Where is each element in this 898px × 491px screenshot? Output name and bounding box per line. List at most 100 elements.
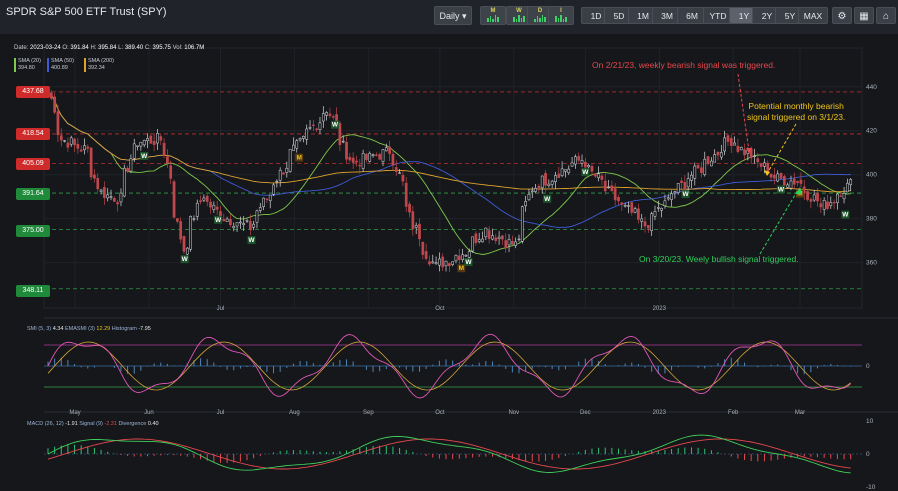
candle-body xyxy=(401,174,405,182)
sma200-value: 392.34 xyxy=(88,65,105,71)
candle-body xyxy=(637,208,640,220)
candle-body xyxy=(447,263,451,267)
month-tick-label: Mar xyxy=(795,410,805,416)
intraday-signal-button[interactable]: I xyxy=(548,6,574,25)
period-3m-button[interactable]: 3M xyxy=(652,7,682,24)
candle-body xyxy=(494,237,498,241)
candle-body xyxy=(179,221,183,240)
candle-body xyxy=(438,258,441,266)
candle-body xyxy=(514,241,518,246)
y-tick-label: 380 xyxy=(866,216,877,223)
candle-body xyxy=(428,261,431,265)
candle-body xyxy=(331,116,335,118)
signal-label: M xyxy=(459,265,464,272)
candle-body xyxy=(680,180,683,184)
candle-body xyxy=(149,135,153,144)
candle-body xyxy=(457,255,461,261)
candle-body xyxy=(83,145,86,151)
candle-body xyxy=(368,153,372,162)
candle-body xyxy=(487,230,491,239)
settings-icon[interactable]: ⚙ xyxy=(832,7,852,24)
candle-body xyxy=(361,153,365,169)
candle-body xyxy=(593,173,597,177)
candle-body xyxy=(603,180,607,192)
candle-body xyxy=(789,180,793,189)
candle-body xyxy=(394,167,398,172)
daily-signal-button[interactable]: D xyxy=(527,6,553,25)
candle-body xyxy=(262,197,265,207)
candle-body xyxy=(633,208,637,213)
candle-body xyxy=(129,158,133,172)
period-1m-button[interactable]: 1M xyxy=(628,7,658,24)
weekly-signal-button[interactable]: W xyxy=(506,6,532,25)
divergence-value: 0.40 xyxy=(147,421,159,427)
candle-body xyxy=(673,191,677,194)
x-tick-label: Jul xyxy=(217,306,225,312)
candle-body xyxy=(338,123,342,146)
candle-body xyxy=(192,218,196,220)
interval-dropdown[interactable]: Daily ▾ xyxy=(434,6,472,25)
weekly-signal-label: W xyxy=(516,8,522,14)
candle-body xyxy=(358,164,362,167)
calculator-icon[interactable]: ▦ xyxy=(854,7,874,24)
x-tick-label: 2023 xyxy=(653,306,667,312)
candle-body xyxy=(570,162,574,167)
candle-body xyxy=(547,183,551,186)
candle-body xyxy=(471,236,474,252)
sma200-legend: SMA (200) 392.34 xyxy=(84,58,114,72)
monthly-bearish-line2: signal triggered on 3/1/23. xyxy=(747,112,846,122)
signal-label: W xyxy=(141,153,148,160)
period-ytd-button[interactable]: YTD xyxy=(703,7,733,24)
bank-icon[interactable]: ⌂ xyxy=(876,7,896,24)
month-tick-label: Aug xyxy=(289,410,300,416)
signal-label: W xyxy=(248,237,255,244)
candle-body xyxy=(245,220,249,222)
candle-body xyxy=(676,183,680,193)
candle-body xyxy=(345,141,348,160)
candle-body xyxy=(348,156,352,161)
macd-tick-label: 10 xyxy=(866,418,874,425)
candle-body xyxy=(341,140,345,143)
signal-label: W xyxy=(215,217,222,224)
bullish-arrow-head xyxy=(796,187,802,194)
monthly-signal-button[interactable]: M xyxy=(480,6,506,25)
candle-body xyxy=(640,218,644,222)
candle-body xyxy=(252,223,255,228)
candle-body xyxy=(786,184,790,188)
low-value: 389.40 xyxy=(124,45,144,51)
candle-body xyxy=(501,235,504,240)
candle-body xyxy=(255,210,259,223)
candle-body xyxy=(59,135,63,141)
candle-body xyxy=(849,179,853,185)
sma50-label: SMA (50) xyxy=(51,58,74,64)
signal-label: W xyxy=(544,196,551,203)
sma-line xyxy=(47,90,851,193)
monthly-signal-label: M xyxy=(490,8,496,14)
candle-body xyxy=(653,211,657,217)
candle-body xyxy=(418,223,421,240)
candle-body xyxy=(574,156,577,165)
signal-marker xyxy=(776,185,785,194)
candle-body xyxy=(819,203,823,208)
month-tick-label: 2023 xyxy=(653,410,667,416)
candle-body xyxy=(122,167,126,197)
candle-body xyxy=(93,174,96,179)
candle-body xyxy=(663,200,667,207)
candle-body xyxy=(759,163,763,167)
period-max-button[interactable]: MAX xyxy=(798,7,828,24)
macd-line xyxy=(47,434,851,474)
candle-body xyxy=(189,216,192,250)
y-tick-label: 360 xyxy=(866,260,877,267)
candle-body xyxy=(577,156,581,161)
candle-body xyxy=(325,112,328,116)
candle-body xyxy=(199,200,202,202)
candle-body xyxy=(517,238,521,241)
sma20-value: 394.80 xyxy=(18,65,35,71)
candle-body xyxy=(79,149,83,152)
candle-body xyxy=(597,173,600,179)
volume-value: 106.7M xyxy=(184,45,205,51)
level-tag-375: 375.00 xyxy=(16,225,50,237)
candle-body xyxy=(308,127,312,129)
candle-body xyxy=(215,206,219,210)
